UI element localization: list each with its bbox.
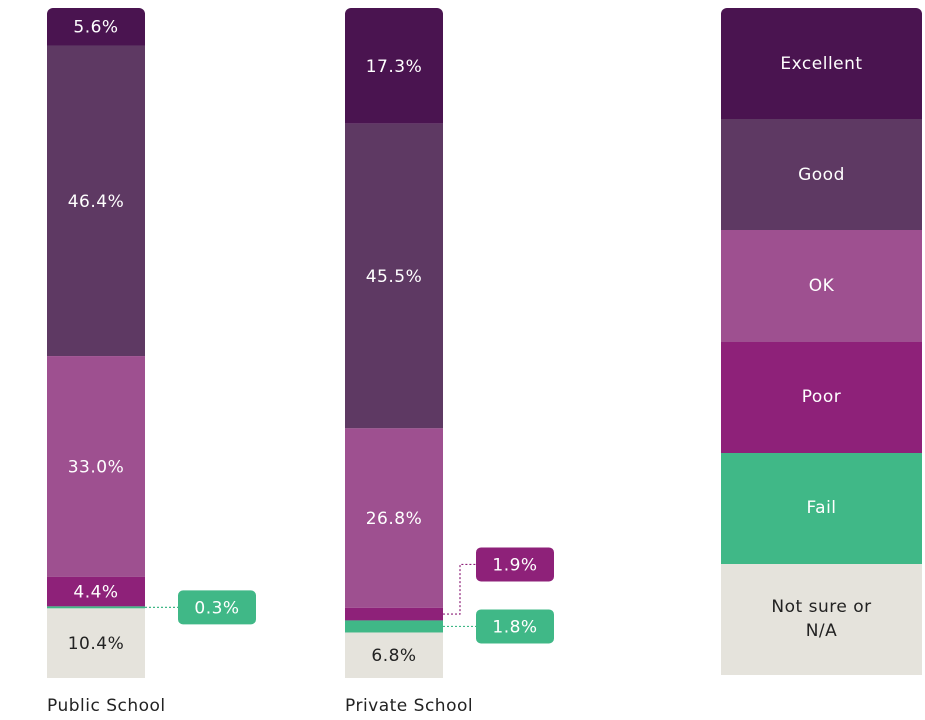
legend-entry: Excellent	[721, 8, 922, 120]
bar-segment	[345, 607, 443, 621]
value-label: 33.0%	[68, 457, 125, 477]
legend-label: OK	[808, 275, 835, 296]
value-label: 26.8%	[366, 509, 423, 529]
value-label: 46.4%	[68, 192, 125, 212]
callout-box	[476, 609, 554, 644]
bar-segment	[345, 428, 443, 608]
bar-segment	[345, 632, 443, 678]
bar-segment	[47, 356, 145, 577]
bar-group	[47, 8, 145, 678]
leader-line	[443, 563, 476, 615]
bar-segment	[47, 8, 145, 46]
bar-group	[345, 8, 443, 678]
legend-entry: Good	[721, 119, 922, 231]
value-label: 6.8%	[371, 646, 416, 666]
value-label: 4.4%	[73, 583, 118, 603]
legend-entry: Not sure or N/A	[721, 563, 922, 675]
value-label: 10.4%	[68, 634, 125, 654]
bar-segment	[47, 576, 145, 607]
bar-segment	[345, 8, 443, 124]
legend-label: Excellent	[780, 53, 863, 74]
value-label: 5.6%	[73, 18, 118, 38]
legend-label: Not sure or N/A	[771, 597, 872, 642]
legend-entry: Poor	[721, 341, 922, 453]
bar-segment	[47, 608, 145, 678]
value-label: 45.5%	[366, 267, 423, 287]
value-label: 1.9%	[492, 555, 537, 575]
legend-label: Good	[798, 164, 845, 185]
callout-box	[178, 590, 256, 625]
category-label: Private School	[345, 696, 473, 716]
category-label: Public School	[47, 696, 166, 716]
bar-segment	[47, 606, 145, 609]
legend-label: Poor	[801, 387, 842, 408]
legend-label: Fail	[806, 498, 837, 519]
value-label: 0.3%	[194, 598, 239, 618]
value-label: 1.8%	[492, 617, 537, 637]
bar-segment	[345, 123, 443, 429]
legend-entry: Fail	[721, 452, 922, 564]
value-label: 17.3%	[366, 57, 423, 77]
bar-segment	[47, 45, 145, 357]
bar-segment	[345, 620, 443, 633]
legend: Excellent Good OK Poor Fail Not sure or N/A	[721, 8, 922, 675]
callout-box	[476, 547, 554, 582]
legend-entry: OK	[721, 230, 922, 342]
